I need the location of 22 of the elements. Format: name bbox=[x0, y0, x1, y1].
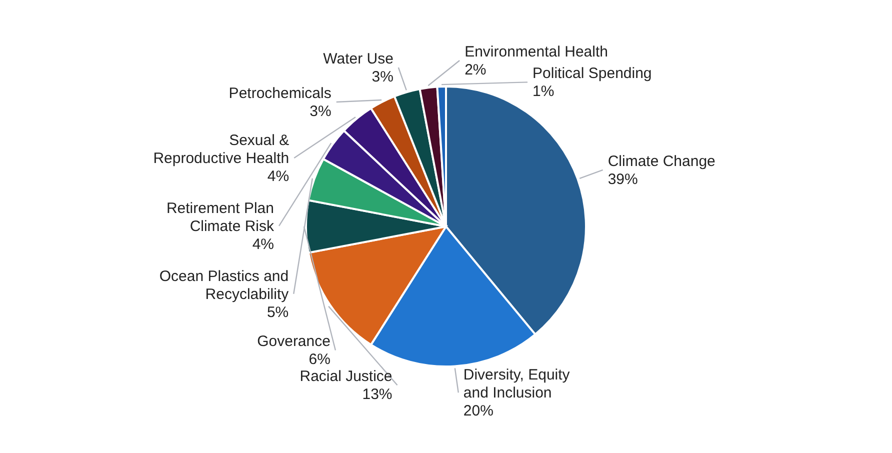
data-label: 4% bbox=[252, 236, 274, 253]
slice-label: Diversity, Equity and Inclusion bbox=[463, 366, 570, 402]
data-label: 20% bbox=[463, 402, 494, 420]
slice-label: Climate Change bbox=[608, 152, 716, 170]
data-label: 13% bbox=[362, 386, 392, 404]
data-label: 1% bbox=[532, 83, 554, 100]
data-label: 3% bbox=[310, 103, 332, 120]
data-label: 6% bbox=[308, 351, 330, 368]
slice-label: Petrochemicals bbox=[228, 85, 332, 102]
data-label: 5% bbox=[266, 304, 289, 321]
slice-label: Environmental Health bbox=[464, 43, 608, 60]
slice-label: Racial Justice bbox=[300, 368, 392, 386]
data-label: 3% bbox=[372, 68, 394, 86]
data-label: 4% bbox=[267, 168, 290, 186]
data-label: 2% bbox=[464, 61, 486, 78]
slice-label: Goverance bbox=[257, 333, 330, 350]
slice-label: Water Use bbox=[323, 50, 394, 68]
slice-label: Political Spending bbox=[532, 65, 652, 82]
data-label: 39% bbox=[608, 170, 638, 188]
slice-label: Retirement Plan Climate Risk bbox=[166, 200, 274, 235]
slice-label: Sexual & Reproductive Health bbox=[153, 132, 290, 168]
slice-label: Ocean Plastics and Recyclability bbox=[159, 268, 290, 303]
